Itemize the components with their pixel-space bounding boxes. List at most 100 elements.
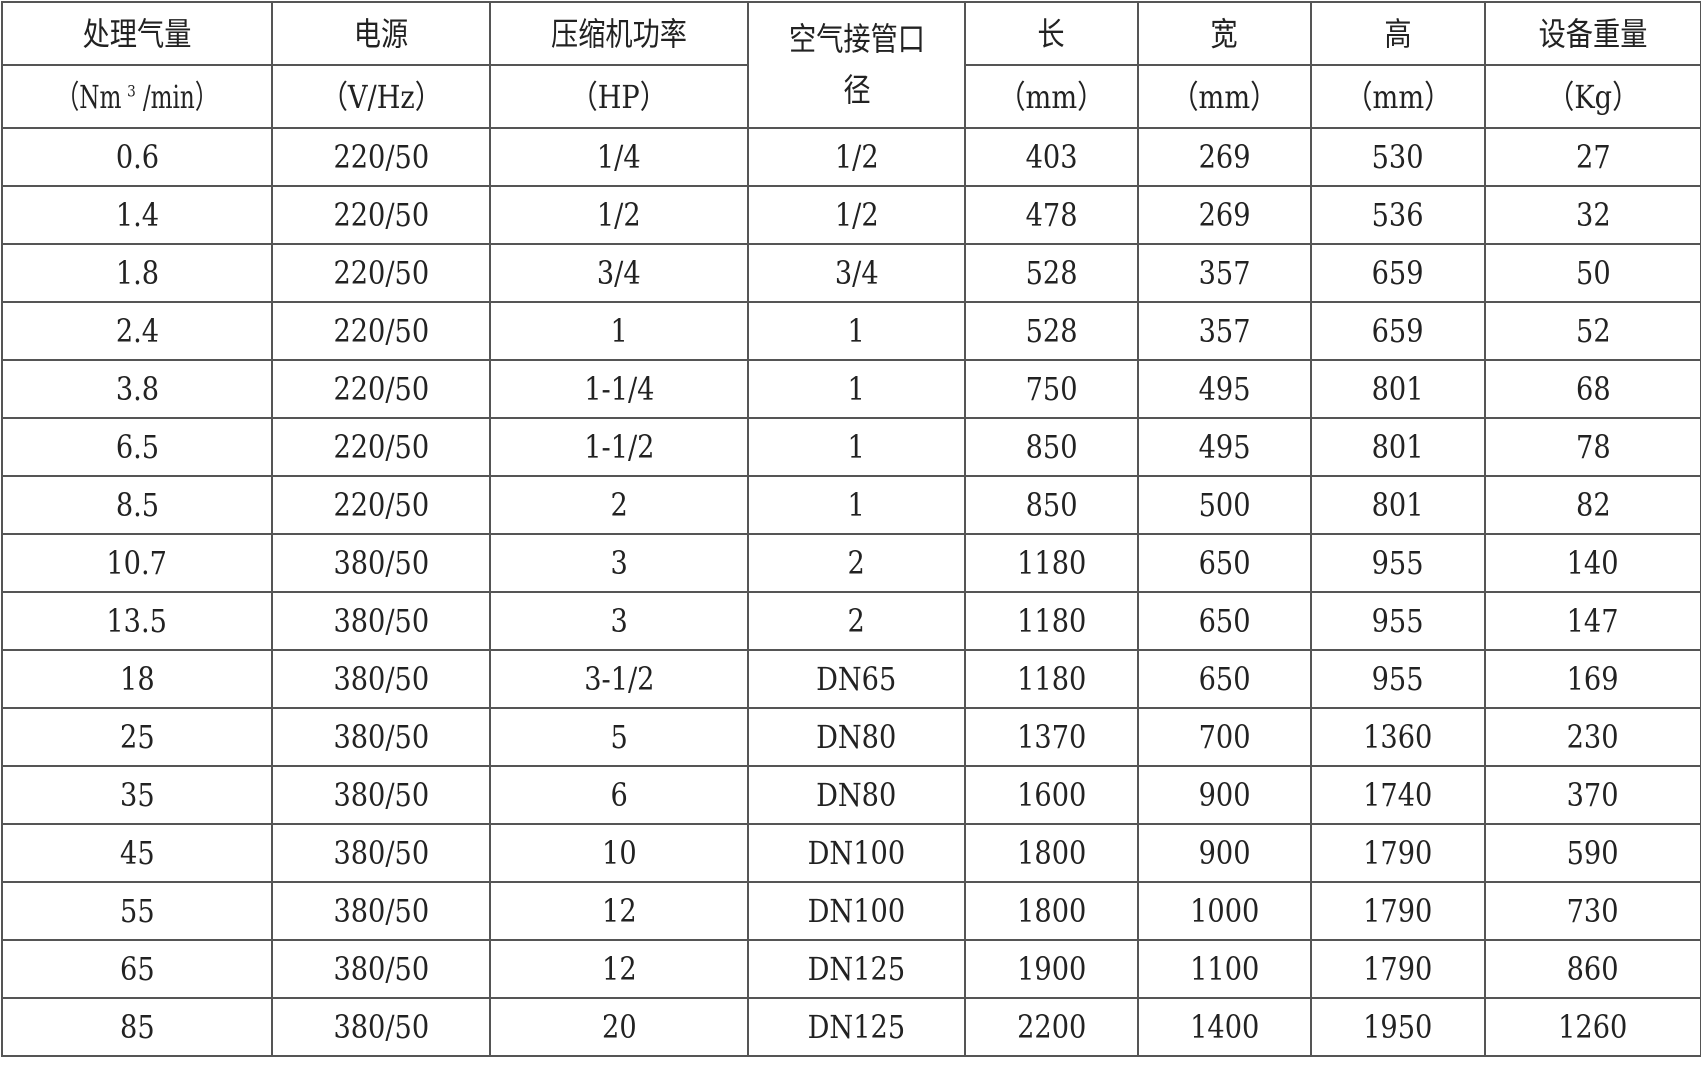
table-cell: 357	[1137, 243, 1312, 303]
table-cell: 3	[489, 533, 749, 593]
table-cell: 955	[1310, 649, 1486, 709]
table-cell: DN125	[747, 997, 966, 1057]
table-cell: 3	[489, 591, 749, 651]
table-cell: 1180	[964, 649, 1139, 709]
table-cell: 3/4	[747, 243, 966, 303]
table-cell: 850	[964, 475, 1139, 535]
table-row: 10.7 380/50 3 2 1180 650 955 140	[1, 533, 1701, 593]
table-cell: 1	[747, 417, 966, 477]
table-cell: 528	[964, 243, 1139, 303]
table-cell: 1900	[964, 939, 1139, 999]
header-row: 处理气量 电源 压缩机功率 空气接管口径 长 宽 高 设备重量	[1, 1, 1701, 129]
table-cell: 1400	[1137, 997, 1312, 1057]
table-cell: 650	[1137, 591, 1312, 651]
table-cell: 2	[489, 475, 749, 535]
table-cell: 955	[1310, 533, 1486, 593]
table-cell: 50	[1484, 243, 1701, 303]
table-cell: 1/2	[747, 185, 966, 245]
table-cell: 801	[1310, 475, 1486, 535]
table-cell: 750	[964, 359, 1139, 419]
table-row: 8.5 220/50 2 1 850 500 801 82	[1, 475, 1701, 535]
table-row: 3.8 220/50 1-1/4 1 750 495 801 68	[1, 359, 1701, 419]
table-cell: DN80	[747, 765, 966, 825]
table-cell: 1/4	[489, 127, 749, 187]
table-cell: 230	[1484, 707, 1701, 767]
table-cell: 536	[1310, 185, 1486, 245]
table-cell: 1.4	[1, 185, 273, 245]
table-cell: 380/50	[271, 591, 491, 651]
table-cell: 1180	[964, 591, 1139, 651]
table-cell: 220/50	[271, 301, 491, 361]
table-row: 0.6 220/50 1/4 1/2 403 269 530 27	[1, 127, 1701, 187]
table-cell: 65	[1, 939, 273, 999]
table-cell: 18	[1, 649, 273, 709]
spec-table: 处理气量 电源 压缩机功率 空气接管口径 长 宽 高 设备重量 （Nm 3/min…	[1, 1, 1701, 1057]
table-cell: 5	[489, 707, 749, 767]
table-cell: 700	[1137, 707, 1312, 767]
table-cell: 1360	[1310, 707, 1486, 767]
table-cell: 1	[489, 301, 749, 361]
table-cell: 6.5	[1, 417, 273, 477]
table-cell: DN80	[747, 707, 966, 767]
table-cell: 35	[1, 765, 273, 825]
table-cell: 25	[1, 707, 273, 767]
table-cell: 590	[1484, 823, 1701, 883]
table-row: 6.5 220/50 1-1/2 1 850 495 801 78	[1, 417, 1701, 477]
table-cell: 0.6	[1, 127, 273, 187]
table-cell: 380/50	[271, 881, 491, 941]
table-cell: 495	[1137, 417, 1312, 477]
table-cell: 220/50	[271, 185, 491, 245]
table-cell: 650	[1137, 533, 1312, 593]
unit-power-supply: （V/Hz）	[271, 64, 491, 129]
table-cell: 1260	[1484, 997, 1701, 1057]
table-cell: 1740	[1310, 765, 1486, 825]
table-cell: 6	[489, 765, 749, 825]
table-cell: 3-1/2	[489, 649, 749, 709]
unit-weight: （Kg）	[1484, 64, 1701, 129]
table-row: 25 380/50 5 DN80 1370 700 1360 230	[1, 707, 1701, 767]
table-cell: 78	[1484, 417, 1701, 477]
table-cell: 860	[1484, 939, 1701, 999]
table-cell: 850	[964, 417, 1139, 477]
table-row: 18 380/50 3-1/2 DN65 1180 650 955 169	[1, 649, 1701, 709]
header-power-supply: 电源	[271, 1, 491, 66]
table-cell: 3.8	[1, 359, 273, 419]
table-cell: 27	[1484, 127, 1701, 187]
table-cell: 85	[1, 997, 273, 1057]
table-cell: 900	[1137, 823, 1312, 883]
table-row: 65 380/50 12 DN125 1900 1100 1790 860	[1, 939, 1701, 999]
table-cell: 528	[964, 301, 1139, 361]
table-cell: 68	[1484, 359, 1701, 419]
table-cell: DN65	[747, 649, 966, 709]
header-weight: 设备重量	[1484, 1, 1701, 66]
unit-height: （mm）	[1310, 64, 1486, 129]
table-cell: 45	[1, 823, 273, 883]
table-cell: 1000	[1137, 881, 1312, 941]
table-cell: 55	[1, 881, 273, 941]
unit-flow: （Nm 3/min）	[1, 64, 273, 129]
table-cell: 1	[747, 475, 966, 535]
table-cell: 478	[964, 185, 1139, 245]
table-cell: 650	[1137, 649, 1312, 709]
table-cell: 380/50	[271, 997, 491, 1057]
table-cell: 1790	[1310, 823, 1486, 883]
table-cell: 2	[747, 591, 966, 651]
table-cell: 403	[964, 127, 1139, 187]
table-cell: 495	[1137, 359, 1312, 419]
table-cell: 1370	[964, 707, 1139, 767]
table-cell: 380/50	[271, 939, 491, 999]
table-cell: 2	[747, 533, 966, 593]
table-cell: 1	[747, 359, 966, 419]
table-cell: 357	[1137, 301, 1312, 361]
table-cell: 269	[1137, 185, 1312, 245]
header-compressor-power: 压缩机功率	[489, 1, 749, 66]
table-cell: 380/50	[271, 765, 491, 825]
table-cell: 1-1/2	[489, 417, 749, 477]
table-cell: 730	[1484, 881, 1701, 941]
table-cell: 220/50	[271, 359, 491, 419]
table-cell: 10.7	[1, 533, 273, 593]
table-cell: 1100	[1137, 939, 1312, 999]
table-cell: 1800	[964, 823, 1139, 883]
table-cell: 20	[489, 997, 749, 1057]
table-cell: 220/50	[271, 243, 491, 303]
